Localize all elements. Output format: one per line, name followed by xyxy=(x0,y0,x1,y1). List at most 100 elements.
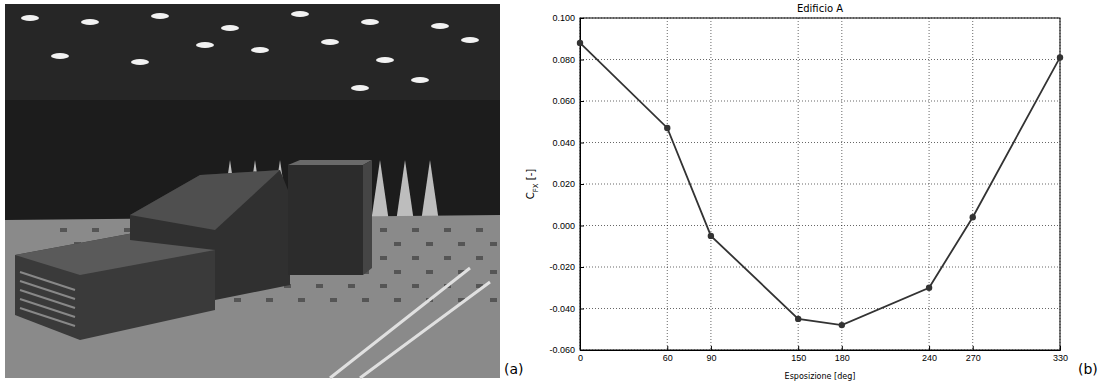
model-mid-block xyxy=(130,170,290,300)
grid-line-x xyxy=(710,18,711,350)
data-line xyxy=(580,43,1060,325)
x-tick-label: 180 xyxy=(835,353,850,363)
model-low-block xyxy=(15,230,215,340)
x-tick-label: 240 xyxy=(922,353,937,363)
ceiling-light xyxy=(221,25,239,31)
y-tick-mark xyxy=(580,101,584,102)
grid-line-y xyxy=(580,184,1060,185)
ceiling-light xyxy=(291,11,309,17)
model-tower-side xyxy=(363,160,372,275)
y-tick-mark xyxy=(580,309,584,310)
y-tick-mark xyxy=(580,184,584,185)
x-tick-label: 90 xyxy=(706,353,716,363)
grid-line-y xyxy=(580,101,1060,102)
data-point xyxy=(1057,54,1063,60)
y-tick-mark xyxy=(580,267,584,268)
x-tick-label: 150 xyxy=(791,353,806,363)
grid-line-y xyxy=(580,225,1060,226)
x-tick: 150 xyxy=(791,346,806,363)
roughness-block xyxy=(490,298,497,302)
roughness-block xyxy=(380,284,387,288)
roughness-block xyxy=(316,284,323,288)
x-tick-mark xyxy=(929,346,930,350)
y-axis: -0.060 -0.040 -0.020 0.000 0.020 0.040 0.060 0.… xyxy=(549,13,584,355)
y-tick-label: 0.080 xyxy=(552,55,575,65)
y-axis-title: CFX [-] xyxy=(525,169,540,200)
grid-line-y xyxy=(580,267,1060,268)
x-tick: 270 xyxy=(966,346,981,363)
grid-line-y xyxy=(580,308,1060,309)
data-point xyxy=(970,214,976,220)
y-tick: -0.020 xyxy=(549,262,584,272)
data-point xyxy=(664,125,670,131)
roughness-block xyxy=(92,228,99,232)
y-tick-label: 0.040 xyxy=(552,138,575,148)
roughness-block xyxy=(124,228,131,232)
ceiling-light xyxy=(21,15,39,21)
roughness-block xyxy=(412,228,419,232)
ceiling-light xyxy=(81,19,99,25)
roughness-block xyxy=(476,256,483,260)
x-axis-line xyxy=(581,346,1061,351)
x-tick-label: 0 xyxy=(578,353,583,363)
roughness-block xyxy=(394,242,401,246)
x-axis: 06090150180240270330 xyxy=(578,346,1068,363)
roughness-block xyxy=(380,228,387,232)
x-tick-mark xyxy=(842,346,843,350)
roughness-block xyxy=(426,270,433,274)
x-tick-mark xyxy=(1060,346,1061,350)
acoustic-cone xyxy=(371,160,389,222)
roughness-block xyxy=(362,298,369,302)
roughness-block xyxy=(330,298,337,302)
roughness-block xyxy=(444,256,451,260)
x-tick-mark xyxy=(711,346,712,350)
y-tick: 0.060 xyxy=(552,96,584,106)
y-tick: 0.040 xyxy=(552,138,584,148)
y-tick: -0.040 xyxy=(549,304,584,314)
x-tick: 180 xyxy=(835,346,850,363)
panel-label: (a) xyxy=(504,361,524,377)
y-tick-label: 0.020 xyxy=(552,179,575,189)
roughness-block xyxy=(348,284,355,288)
ceiling-light xyxy=(411,77,429,83)
ceiling-light xyxy=(351,85,369,91)
ceiling-light xyxy=(461,37,479,43)
x-tick-mark xyxy=(667,346,668,350)
ceiling-light xyxy=(196,42,214,48)
grid-line-x xyxy=(798,18,799,350)
model-louver xyxy=(20,299,75,317)
y-tick-label: -0.020 xyxy=(549,262,575,272)
model-louver xyxy=(20,308,75,326)
y-tick-label: 0.060 xyxy=(552,96,575,106)
data-point xyxy=(795,316,801,322)
grid-line-y xyxy=(580,59,1060,60)
grid-line-y xyxy=(580,142,1060,143)
y-tick: 0.000 xyxy=(552,221,584,231)
roughness-block xyxy=(380,256,387,260)
roughness-block xyxy=(60,228,67,232)
model-tower xyxy=(288,165,363,275)
x-tick: 330 xyxy=(1053,346,1068,363)
ceiling-light xyxy=(51,53,69,59)
roughness-block xyxy=(266,298,273,302)
ceiling-light xyxy=(251,47,269,53)
y-tick-mark xyxy=(580,60,584,61)
ceiling-light xyxy=(431,23,449,29)
y-tick-label: 0.100 xyxy=(552,13,575,23)
plot-frame xyxy=(580,18,1060,350)
y-axis-line xyxy=(581,19,585,351)
y-tick-mark xyxy=(580,350,584,351)
y-tick: 0.100 xyxy=(552,13,584,23)
data-point xyxy=(839,322,845,328)
ceiling-light xyxy=(321,39,339,45)
panel-label: (b) xyxy=(1078,361,1098,377)
x-tick: 90 xyxy=(706,346,716,363)
model-mid-roof xyxy=(130,170,280,230)
data-point xyxy=(708,233,714,239)
photo-background xyxy=(5,4,500,378)
ceiling-light xyxy=(131,59,149,65)
y-tick: -0.060 xyxy=(549,345,584,355)
y-tick-label: -0.060 xyxy=(549,345,575,355)
ceiling-light xyxy=(361,19,379,25)
y-tick-mark xyxy=(580,226,584,227)
